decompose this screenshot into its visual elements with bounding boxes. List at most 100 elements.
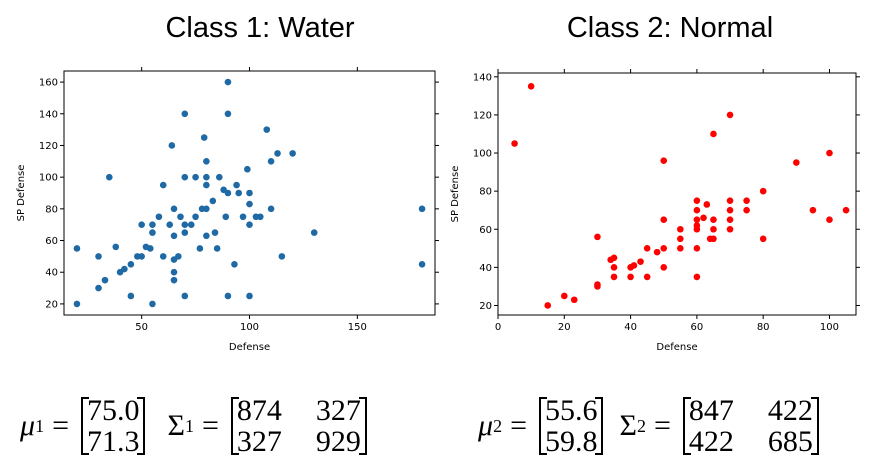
y-axis-label: SP Defense: [16, 165, 27, 222]
data-point: [168, 142, 176, 149]
data-point: [187, 221, 195, 228]
sigma-superscript: 2: [636, 415, 646, 436]
data-point: [216, 173, 223, 181]
y-axis-label: SP Defense: [450, 166, 461, 223]
data-point: [203, 173, 210, 181]
data-point: [246, 221, 253, 228]
data-point: [726, 216, 734, 224]
data-point: [177, 213, 184, 221]
data-point: [203, 232, 210, 240]
data-point: [224, 110, 232, 118]
mu-superscript: 1: [35, 415, 45, 436]
y-tick-label: 140: [473, 72, 492, 83]
data-point: [192, 173, 199, 181]
equals-sign: =: [201, 409, 219, 442]
data-point: [127, 260, 135, 268]
sigma-superscript: 1: [184, 415, 194, 436]
cov-value: 327: [315, 394, 361, 427]
data-point: [703, 201, 711, 208]
data-point: [793, 159, 800, 166]
y-tick-label: 80: [45, 204, 58, 215]
cov-value: 929: [315, 425, 361, 458]
data-point: [693, 197, 701, 204]
x-tick-label: 60: [691, 322, 704, 333]
sigma-symbol: Σ: [167, 409, 185, 442]
data-point: [149, 221, 156, 228]
covariance-matrix: 874 327 327 929: [230, 394, 367, 458]
y-tick-label: 120: [39, 141, 58, 152]
data-point: [121, 265, 128, 273]
data-point: [527, 83, 535, 90]
data-point: [278, 253, 286, 260]
data-point: [677, 225, 684, 233]
data-point: [660, 157, 668, 164]
data-point: [610, 273, 618, 281]
data-point: [203, 205, 210, 213]
cov-value: 847: [688, 394, 734, 427]
data-point: [560, 292, 568, 300]
data-point: [256, 213, 264, 221]
equals-sign: =: [510, 409, 527, 442]
data-point: [726, 225, 734, 233]
data-point: [166, 221, 173, 228]
data-point: [73, 300, 81, 308]
mean-value: 75.0: [86, 394, 140, 427]
data-point: [203, 181, 210, 189]
data-point: [146, 245, 154, 252]
cov-value: 422: [767, 394, 813, 427]
x-tick-label: 80: [757, 322, 770, 333]
mean-vector: 55.6 59.8: [538, 395, 604, 457]
data-point: [594, 281, 601, 288]
x-tick-label: 0: [495, 322, 501, 333]
data-point: [224, 78, 232, 86]
y-tick-label: 160: [39, 78, 58, 89]
y-tick-label: 20: [479, 301, 492, 312]
data-point: [826, 149, 833, 157]
data-point: [149, 300, 156, 308]
y-tick-label: 80: [479, 187, 492, 198]
y-tick-label: 40: [479, 263, 492, 274]
data-point: [267, 205, 275, 213]
y-tick-label: 60: [45, 236, 58, 247]
data-point: [660, 245, 668, 252]
mu-symbol: μ: [20, 409, 36, 442]
data-point: [826, 216, 833, 224]
data-point: [710, 225, 717, 233]
data-point: [743, 206, 750, 214]
data-point: [170, 268, 178, 276]
data-point: [726, 197, 734, 204]
y-tick-label: 20: [45, 299, 58, 310]
data-point: [200, 134, 208, 141]
data-point: [759, 187, 767, 195]
data-point: [643, 273, 651, 281]
x-tick-label: 100: [820, 322, 839, 333]
data-point: [289, 150, 296, 157]
x-tick-label: 40: [624, 322, 637, 333]
data-point: [693, 245, 701, 252]
data-point: [101, 276, 109, 284]
data-point: [726, 206, 734, 214]
data-point: [196, 245, 204, 252]
data-point: [170, 232, 178, 240]
data-point: [726, 111, 734, 119]
mean-vector: 75.0 71.3: [80, 394, 146, 457]
data-point: [627, 273, 634, 281]
data-point: [418, 260, 426, 268]
data-point: [263, 126, 271, 133]
data-point: [203, 158, 210, 165]
data-point: [209, 197, 217, 205]
y-tick-label: 100: [39, 173, 58, 184]
data-point: [222, 213, 230, 221]
plot-frame: [497, 72, 857, 316]
data-point: [175, 253, 182, 260]
data-point: [233, 181, 240, 189]
data-point: [155, 213, 163, 221]
x-tick-label: 20: [558, 322, 571, 333]
mu-symbol: μ: [478, 409, 494, 442]
equals-sign: =: [653, 409, 671, 442]
data-point: [138, 221, 145, 228]
data-point: [170, 276, 178, 284]
data-point: [231, 260, 238, 268]
data-point: [239, 213, 247, 221]
data-point: [246, 292, 253, 300]
